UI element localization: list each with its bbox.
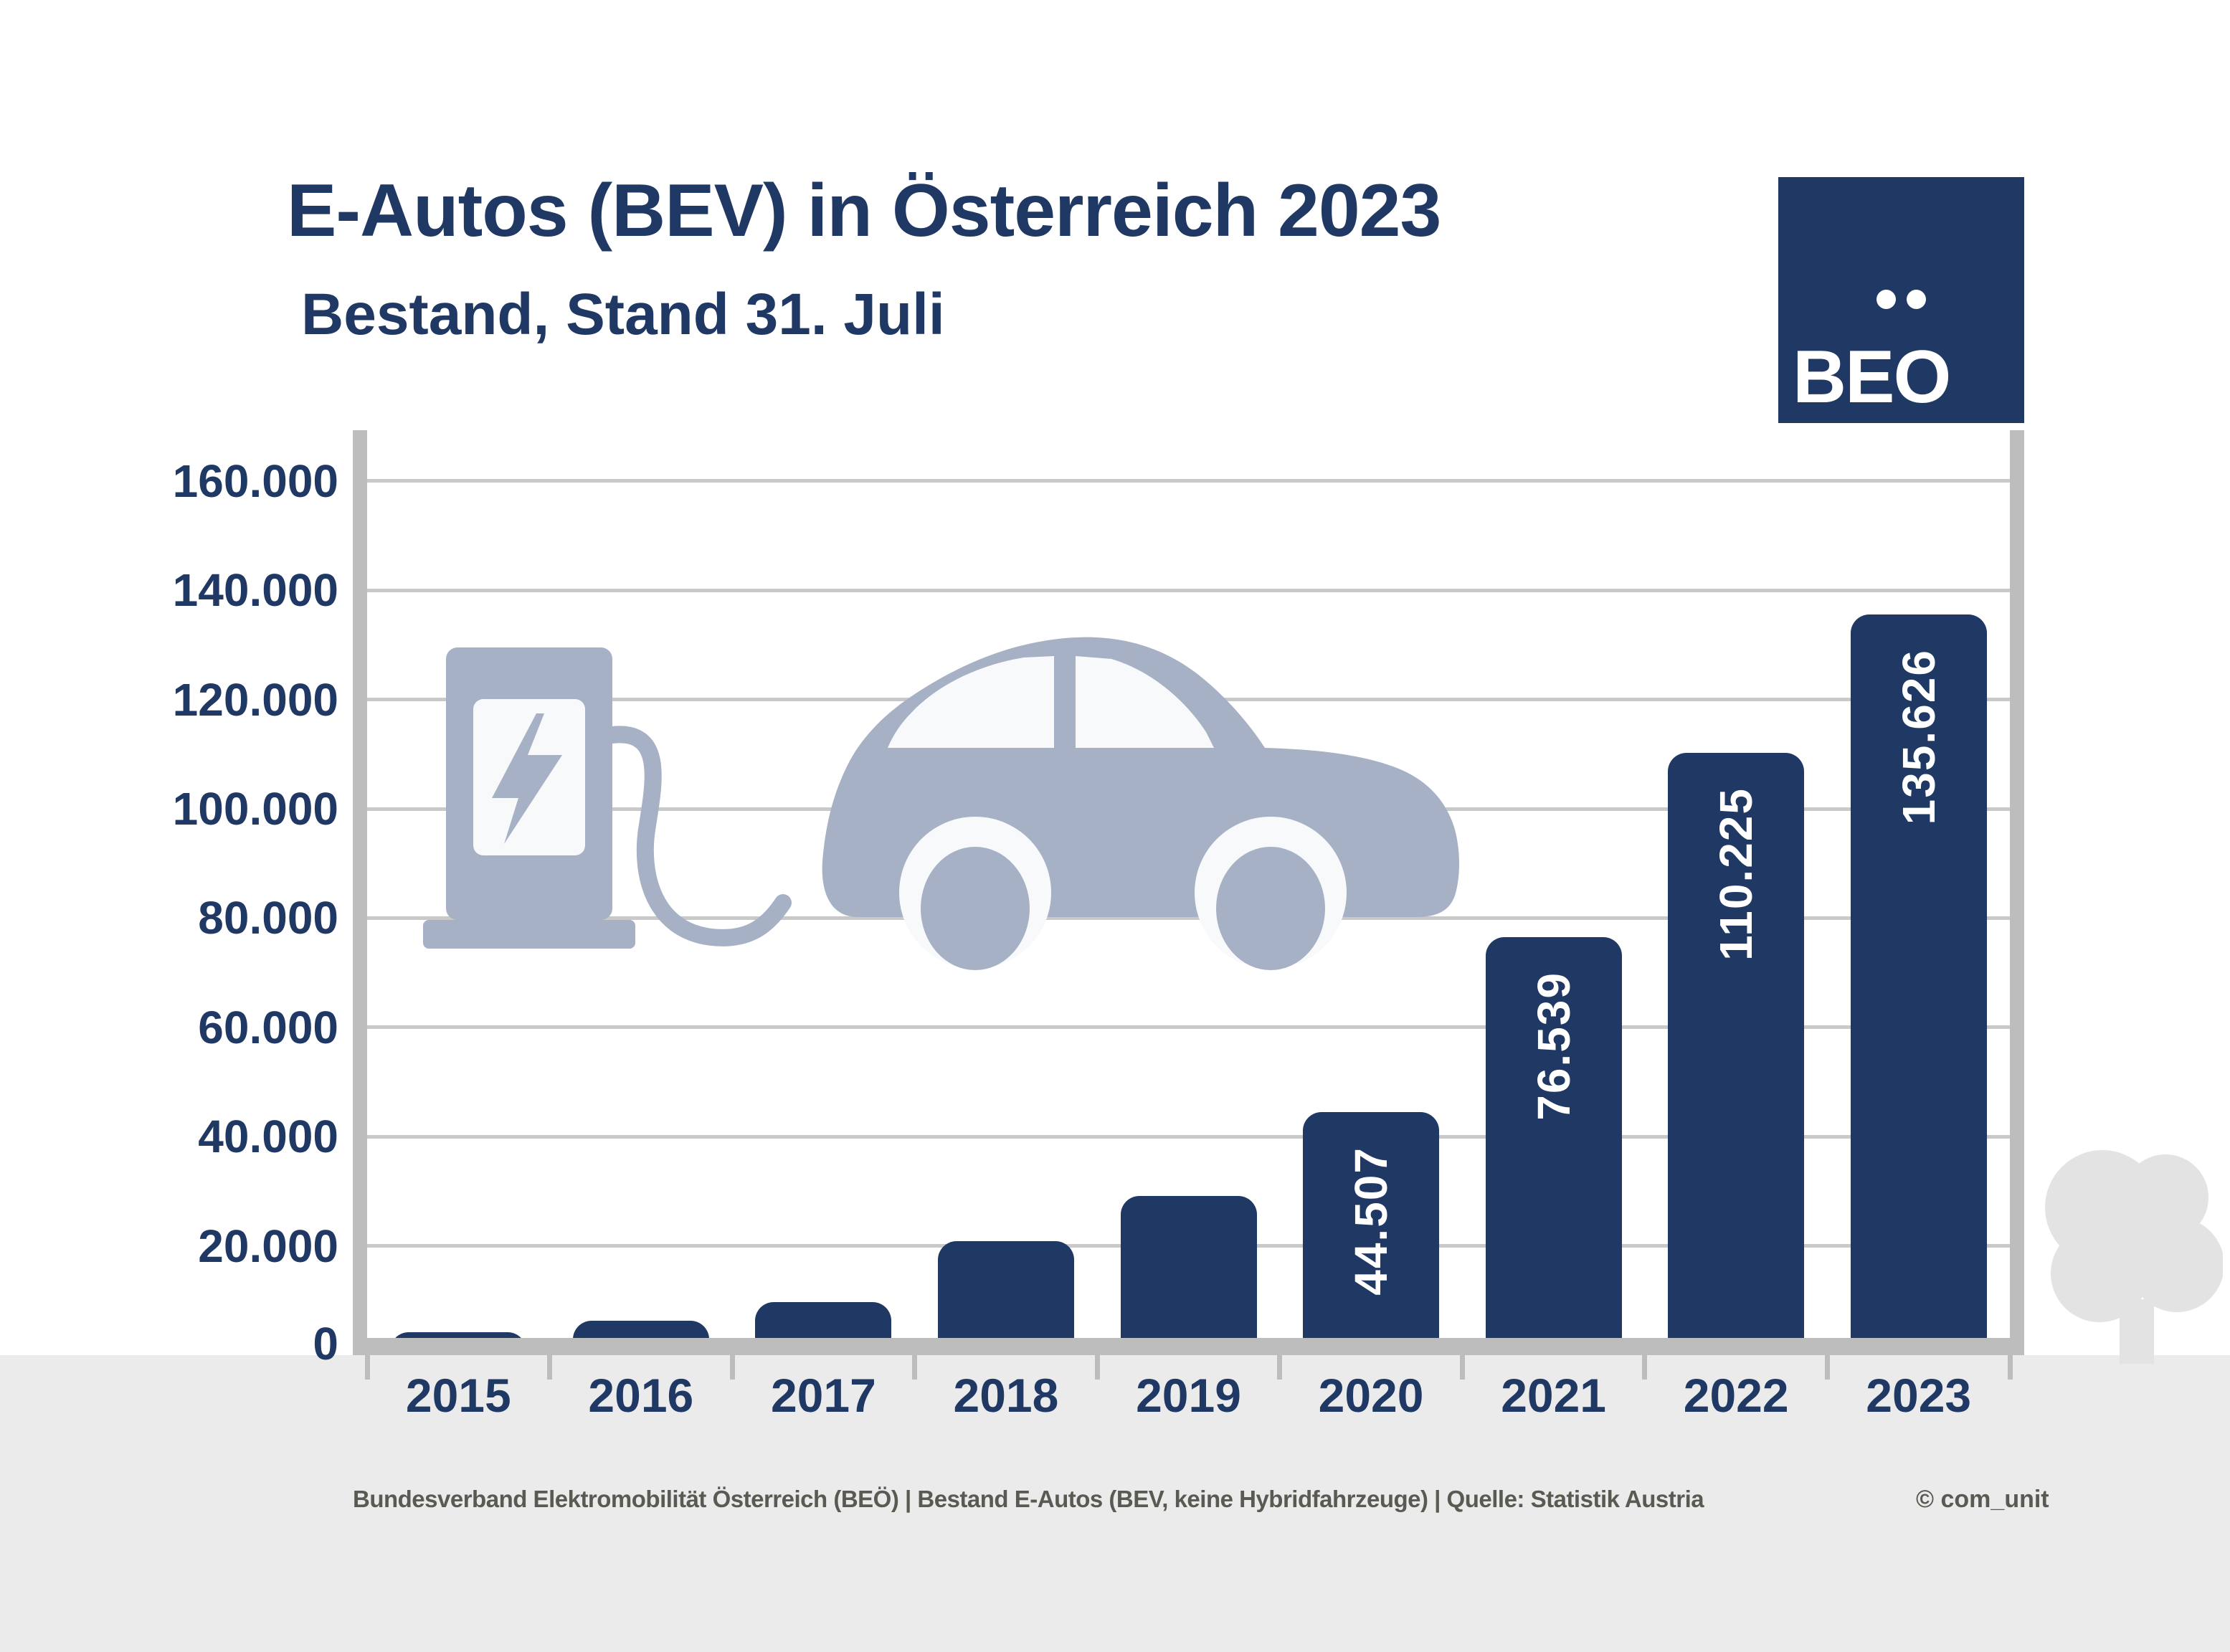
gridline-80.000 (367, 916, 2010, 920)
x-axis-tick (364, 1355, 370, 1380)
x-axis-tick (2007, 1355, 2013, 1380)
charging-station-icon (423, 647, 635, 949)
x-axis-tick (1642, 1355, 1648, 1380)
x-axis-label-2021: 2021 (1501, 1369, 1607, 1422)
umlaut-dot-icon (1907, 290, 1926, 309)
beo-logo-text: BEO (1793, 336, 1951, 419)
bar-2018 (937, 1240, 1074, 1355)
car-window (1076, 656, 1214, 748)
y-axis-label: 40.000 (198, 1111, 338, 1163)
gridline-140.000 (367, 588, 2010, 592)
bar-value-label: 135.626 (1892, 648, 1945, 825)
gridline-40.000 (367, 1134, 2010, 1139)
x-axis-tick (912, 1355, 918, 1380)
bar-2019 (1120, 1196, 1257, 1355)
copyright-credit: © com_unit (1916, 1486, 2049, 1513)
bar-2022: 110.225 (1668, 753, 1805, 1355)
car-icon (822, 637, 1459, 970)
bar-2021: 76.539 (1485, 936, 1622, 1355)
bar-2023: 135.626 (1850, 614, 1987, 1355)
x-axis-tick (1277, 1355, 1283, 1380)
y-axis-label: 100.000 (172, 783, 338, 835)
x-axis-label-2017: 2017 (770, 1369, 876, 1422)
bar-value-label: 110.225 (1710, 787, 1762, 961)
y-axis-label: 60.000 (198, 1001, 338, 1053)
ev-charging-graphic (423, 637, 1459, 970)
source-line: Bundesverband Elektromobilität Österreic… (353, 1486, 1704, 1512)
right-axis-line (2010, 430, 2024, 1355)
x-axis-line (353, 1338, 2024, 1355)
charging-cable (604, 726, 792, 946)
x-axis-tick (1824, 1355, 1830, 1380)
x-axis-label-2018: 2018 (953, 1369, 1059, 1422)
y-axis-label: 120.000 (172, 673, 338, 726)
bar-value-label: 44.507 (1345, 1146, 1398, 1296)
bar-2020: 44.507 (1303, 1111, 1440, 1355)
car-window (888, 656, 1054, 748)
x-axis-label-2015: 2015 (405, 1369, 511, 1422)
gridline-160.000 (367, 479, 2010, 483)
x-axis-tick (729, 1355, 735, 1380)
y-axis-label: 80.000 (198, 892, 338, 944)
x-axis-label-2023: 2023 (1866, 1369, 1972, 1422)
gridline-60.000 (367, 1025, 2010, 1030)
page-subtitle: Bestand, Stand 31. Juli (301, 282, 945, 347)
x-axis-tick (547, 1355, 553, 1380)
x-axis-tick (1094, 1355, 1100, 1380)
lightning-bolt-icon (492, 713, 562, 844)
footer-band (0, 1355, 2230, 1652)
y-axis-label: 140.000 (172, 564, 338, 617)
y-axis-line (353, 430, 367, 1355)
bar-value-label: 76.539 (1527, 971, 1580, 1121)
tree-icon (2045, 1150, 2223, 1364)
x-axis-label-2016: 2016 (588, 1369, 694, 1422)
y-axis-label: 20.000 (198, 1220, 338, 1272)
y-axis-label: 160.000 (172, 455, 338, 507)
page-title: E-Autos (BEV) in Österreich 2023 (287, 169, 1441, 252)
y-axis-label: 0 (313, 1318, 338, 1369)
x-axis-label-2019: 2019 (1136, 1369, 1241, 1422)
x-axis-label-2022: 2022 (1683, 1369, 1789, 1422)
x-axis-tick (1459, 1355, 1465, 1380)
x-axis-label-2020: 2020 (1318, 1369, 1424, 1422)
umlaut-dot-icon (1876, 290, 1896, 309)
beo-logo: BEO (1778, 177, 2024, 423)
